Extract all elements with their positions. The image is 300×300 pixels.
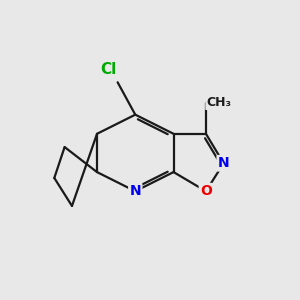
Text: N: N bbox=[130, 184, 141, 198]
Text: Cl: Cl bbox=[101, 61, 117, 76]
Text: N: N bbox=[218, 156, 230, 170]
Text: O: O bbox=[200, 184, 212, 198]
Text: CH₃: CH₃ bbox=[206, 96, 231, 110]
